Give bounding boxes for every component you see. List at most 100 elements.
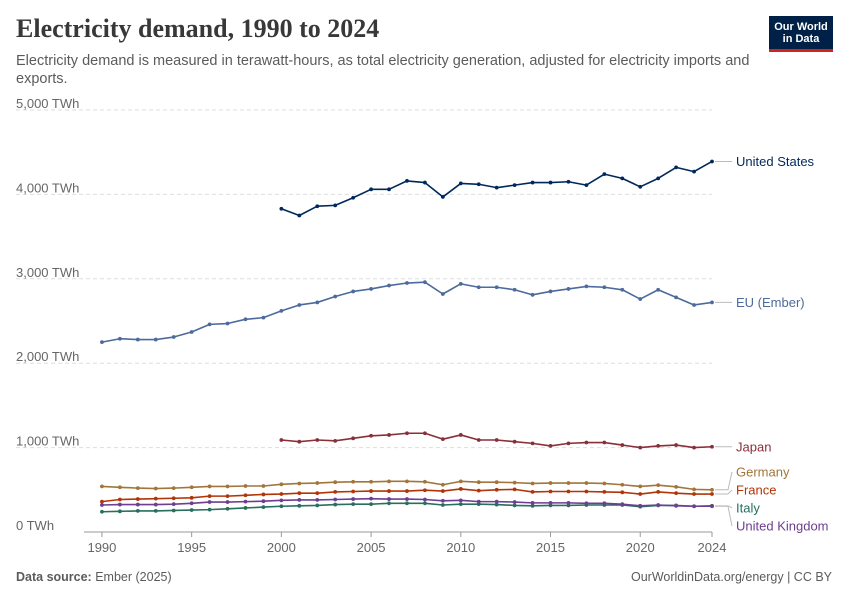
- data-point: [315, 300, 320, 305]
- data-point: [494, 499, 499, 504]
- legend-connector: [715, 505, 733, 527]
- data-point: [692, 504, 696, 509]
- y-tick-label: 2,000 TWh: [16, 349, 79, 364]
- data-point: [261, 484, 266, 488]
- series-united-kingdom: [100, 496, 714, 509]
- data-point: [369, 489, 373, 493]
- data-point: [530, 500, 535, 505]
- data-point: [117, 497, 122, 502]
- data-point: [476, 438, 481, 442]
- data-point: [207, 322, 212, 327]
- data-point: [135, 497, 140, 501]
- data-point: [297, 503, 302, 508]
- data-point: [458, 281, 463, 286]
- credit-link[interactable]: OurWorldinData.org/energy | CC BY: [630, 570, 832, 584]
- y-tick-label: 5,000 TWh: [16, 96, 79, 111]
- data-point: [100, 484, 104, 489]
- data-point: [315, 503, 320, 508]
- data-point: [638, 484, 643, 489]
- data-point: [512, 503, 517, 508]
- data-point: [225, 494, 230, 499]
- legend-label: United States: [736, 154, 815, 169]
- data-point: [440, 195, 445, 199]
- legend-label: France: [736, 482, 776, 497]
- legend-connector: [715, 471, 733, 491]
- data-point: [692, 303, 696, 307]
- data-point: [674, 491, 679, 496]
- data-point: [692, 492, 696, 496]
- data-point: [279, 206, 284, 211]
- data-point: [297, 213, 302, 218]
- data-point: [423, 501, 427, 506]
- data-point: [279, 498, 284, 503]
- data-point: [207, 507, 212, 512]
- data-point: [225, 484, 230, 489]
- data-point: [243, 493, 248, 498]
- data-point: [692, 487, 696, 492]
- data-point: [261, 315, 266, 320]
- data-point: [458, 487, 463, 491]
- data-point: [315, 498, 320, 502]
- data-point: [189, 485, 194, 490]
- axis-layer: 0 TWh 1,000 TWh 2,000 TWh 3,000 TWh 4,000 TW…: [16, 96, 726, 555]
- data-point: [458, 498, 463, 503]
- data-point: [351, 289, 356, 294]
- data-point: [440, 503, 445, 507]
- data-point: [153, 502, 158, 507]
- data-point: [369, 187, 373, 192]
- logo-line-2: in Data: [782, 33, 820, 45]
- data-source-label: Data source:: [16, 570, 92, 584]
- data-point: [530, 441, 535, 446]
- data-point: [620, 502, 625, 507]
- data-point: [476, 285, 481, 290]
- data-point: [100, 509, 104, 514]
- data-point: [674, 443, 679, 447]
- data-source-value[interactable]: Ember (2025): [95, 570, 172, 584]
- data-point: [153, 486, 158, 491]
- y-tick-label: 3,000 TWh: [16, 265, 79, 280]
- data-point: [494, 502, 499, 507]
- data-point: [602, 440, 607, 445]
- data-point: [494, 487, 499, 492]
- series-united-states: [279, 159, 714, 218]
- y-tick-label: 0 TWh: [16, 518, 54, 533]
- data-point: [440, 489, 445, 493]
- data-point: [710, 159, 714, 164]
- y-tick-label: 4,000 TWh: [16, 180, 79, 195]
- series-layer: [100, 159, 714, 514]
- data-point: [638, 297, 643, 301]
- data-point: [512, 487, 517, 492]
- data-point: [584, 183, 589, 188]
- data-point: [656, 444, 661, 448]
- data-point: [297, 303, 302, 307]
- data-point: [530, 481, 535, 486]
- data-point: [530, 180, 535, 185]
- data-point: [405, 281, 409, 285]
- data-point: [423, 497, 427, 502]
- data-point: [548, 444, 553, 448]
- data-point: [405, 178, 409, 183]
- x-tick-label: 2024: [698, 540, 727, 555]
- data-point: [638, 445, 643, 450]
- owid-logo[interactable]: Our World in Data: [769, 16, 833, 52]
- series-france: [100, 487, 714, 504]
- data-point: [387, 501, 391, 506]
- chart-title: Electricity demand, 1990 to 2024: [16, 14, 380, 43]
- data-point: [279, 308, 284, 313]
- legend-label: Germany: [736, 464, 790, 479]
- data-point: [423, 479, 427, 484]
- data-point: [494, 438, 499, 442]
- data-point: [476, 480, 481, 485]
- data-point: [440, 482, 445, 487]
- data-point: [512, 183, 517, 188]
- data-point: [135, 509, 140, 513]
- data-point: [189, 330, 194, 334]
- data-point: [153, 337, 158, 342]
- data-point: [620, 176, 625, 181]
- data-point: [153, 496, 158, 501]
- data-point: [207, 500, 212, 504]
- data-point: [423, 488, 427, 493]
- data-point: [584, 440, 589, 445]
- data-point: [602, 501, 607, 506]
